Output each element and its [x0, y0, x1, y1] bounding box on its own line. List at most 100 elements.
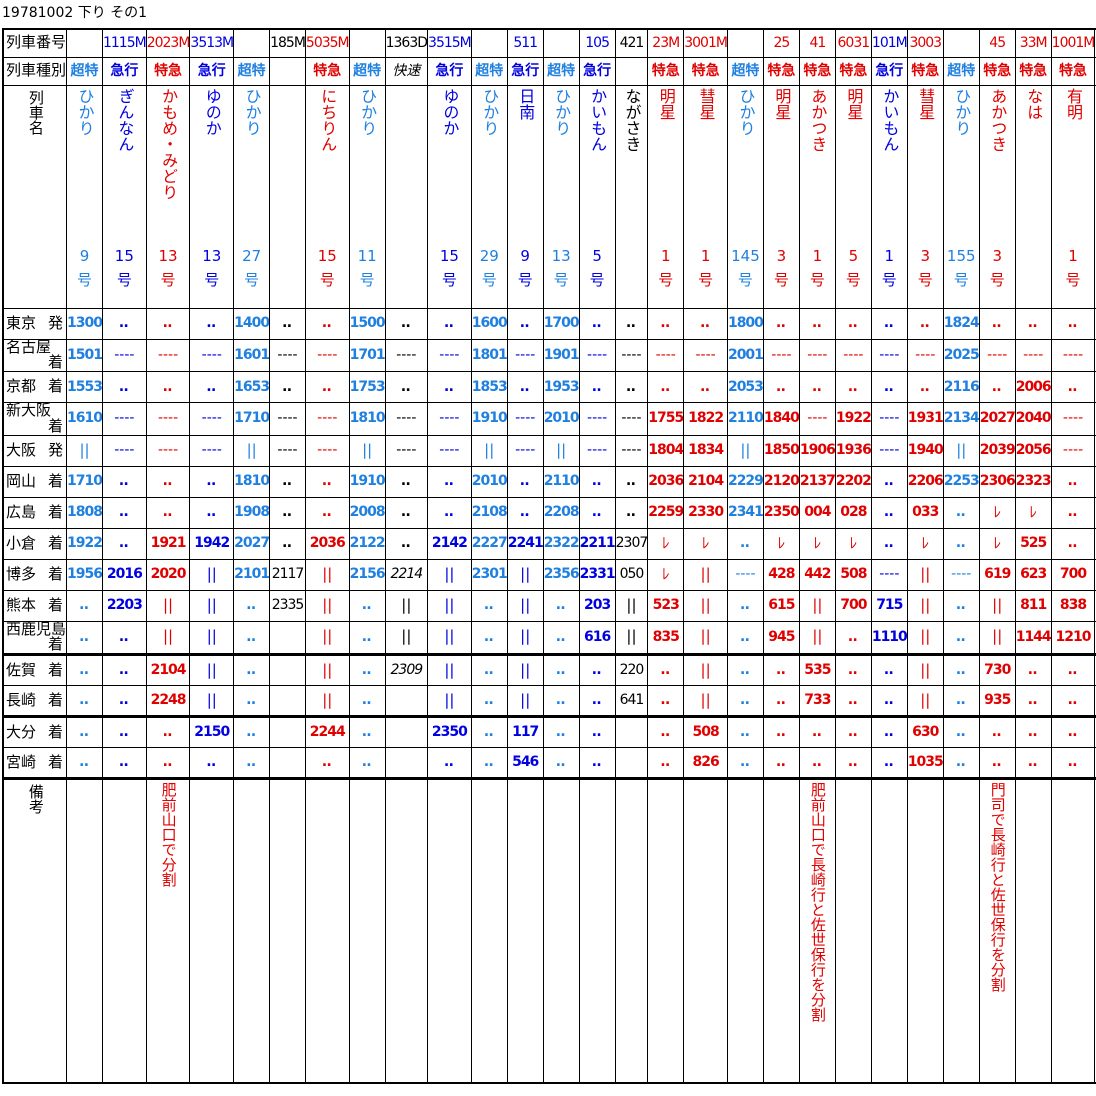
service-number-suffix: 号: [76, 270, 92, 289]
time-cell: ‥: [66, 685, 103, 717]
service-number: 15 号: [429, 244, 471, 292]
remark-text: 門司で長崎行と佐世保行を分割: [988, 782, 1007, 992]
train-type-cell: 超特: [726, 56, 764, 86]
time-cell: 835: [647, 620, 685, 655]
remarks-label: 備考: [26, 784, 45, 814]
train-name-cell: ゆのか 13 号: [189, 84, 235, 309]
service-number: 11 号: [350, 244, 384, 292]
arr-dep-mark: 着: [48, 564, 64, 583]
train-name-cell: ひかり 155 号: [942, 84, 980, 309]
station-cell: 西鹿児島着: [2, 620, 68, 655]
time-cell: ‥: [906, 371, 944, 403]
time-cell: ‥: [614, 496, 649, 529]
train-number-cell: 185M: [269, 28, 306, 58]
time-cell: ||: [683, 620, 728, 655]
time-cell: 2309: [384, 653, 429, 686]
station-name: 京都: [6, 377, 37, 396]
train-name-cell: ひかり 27 号: [233, 84, 271, 309]
station-cell: 博多着: [2, 558, 68, 591]
train-name-cell: [269, 84, 306, 309]
arr-dep-mark: 着: [48, 660, 64, 679]
time-cell: ‥: [66, 589, 103, 622]
time-cell: ‥: [1050, 685, 1096, 717]
time-cell: 1210: [1050, 620, 1096, 655]
time-cell: ‥: [542, 620, 580, 655]
time-cell: 1822: [683, 402, 728, 436]
time-cell: 2116: [942, 371, 980, 403]
service-number-suffix: 号: [658, 270, 674, 289]
time-cell: 2331: [578, 558, 616, 591]
time-cell: 1931: [906, 402, 944, 436]
time-cell: 2027: [978, 402, 1016, 436]
time-cell: ‥: [647, 747, 685, 779]
time-cell: ‥: [348, 715, 386, 748]
time-cell: ‥: [834, 620, 872, 655]
time-cell: ----: [578, 434, 616, 467]
time-cell: ‥: [978, 747, 1016, 779]
time-cell: 623: [1014, 558, 1052, 591]
service-number: 155 号: [944, 244, 978, 292]
remark-cell: 肥前山口で分割: [145, 777, 191, 1083]
time-cell: ‥: [578, 715, 616, 748]
time-cell: ||: [304, 685, 350, 717]
service-number-value: 29: [479, 246, 499, 265]
time-cell: 630: [906, 715, 944, 748]
train-type-cell: 特急: [683, 56, 728, 86]
time-cell: 2307: [614, 527, 649, 560]
time-cell: 2056: [1014, 434, 1052, 467]
time-cell: ||: [542, 434, 580, 467]
station-cell: 大阪発: [2, 434, 68, 467]
station-name: 小倉: [6, 533, 37, 552]
time-cell: ‥: [726, 589, 764, 622]
time-cell: [384, 715, 429, 748]
time-cell: 1300: [66, 307, 103, 340]
remark-cell: [269, 777, 306, 1083]
arr-dep-mark: 着: [48, 722, 64, 741]
service-number-suffix: 号: [917, 270, 933, 289]
train-type-cell: 超特: [66, 56, 103, 86]
time-cell: ‥: [726, 747, 764, 779]
remark-cell: 肥前山口で長崎行と佐世保行を分割: [798, 777, 836, 1083]
time-cell: 2104: [145, 653, 191, 686]
train-type-cell: 特急: [1014, 56, 1052, 86]
time-cell: ----: [506, 402, 544, 436]
service-number-value: 13: [158, 246, 178, 265]
time-cell: ‥: [870, 527, 908, 560]
time-cell: ||: [304, 589, 350, 622]
time-cell: ‥: [304, 307, 350, 340]
train-name: ながさき: [622, 87, 642, 152]
train-name-cell: 明星 1 号: [647, 84, 685, 309]
time-cell: ----: [942, 558, 980, 591]
time-cell: 2211: [578, 527, 616, 560]
time-cell: ‥: [506, 496, 544, 529]
time-cell: ----: [269, 338, 306, 372]
time-cell: ----: [189, 434, 235, 467]
service-number-value: 1: [700, 246, 711, 265]
time-cell: ‥: [233, 747, 271, 779]
time-cell: 2137: [798, 465, 836, 498]
time-cell: 1801: [470, 338, 508, 372]
arr-dep-mark: 着: [48, 533, 64, 552]
service-number-value: 5: [592, 246, 602, 265]
time-cell: 508: [683, 715, 728, 748]
time-cell: ‥: [427, 307, 472, 340]
time-cell: 1921: [145, 527, 191, 560]
time-cell: ‥: [726, 715, 764, 748]
time-cell: 641: [614, 685, 649, 717]
service-number-suffix: 号: [244, 270, 260, 289]
train-type-cell: 特急: [304, 56, 350, 86]
station-name: 大阪: [6, 440, 37, 459]
time-cell: ﾚ: [647, 558, 685, 591]
time-cell: 2120: [762, 465, 800, 498]
time-cell: ‥: [683, 307, 728, 340]
train-type-cell: 特急: [762, 56, 800, 86]
train-name-cell: 有明 1 号: [1050, 84, 1096, 309]
train-name: かもめ・みどり: [159, 87, 179, 200]
time-cell: 033: [906, 496, 944, 529]
time-cell: 838: [1050, 589, 1096, 622]
time-cell: 1810: [233, 465, 271, 498]
time-cell: 1600: [470, 307, 508, 340]
time-cell: ||: [978, 589, 1016, 622]
time-cell: ----: [798, 402, 836, 436]
